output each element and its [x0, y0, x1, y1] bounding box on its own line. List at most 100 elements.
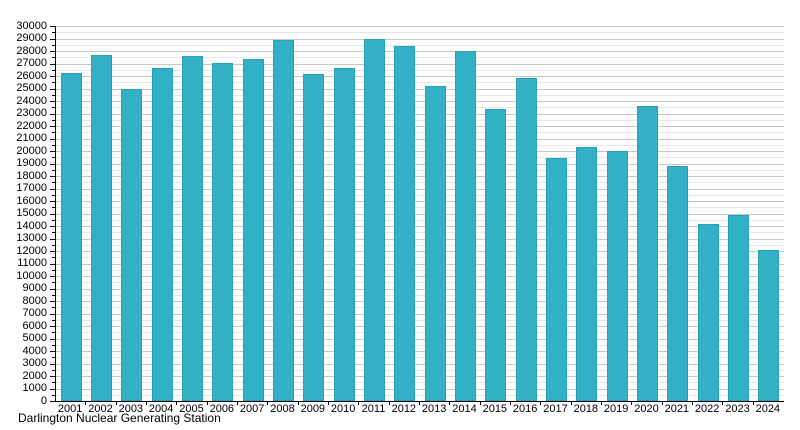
x-tick [661, 401, 663, 405]
y-axis-label: 0 [40, 394, 47, 407]
y-tick-minor [52, 232, 55, 234]
y-axis-label: 15000 [16, 207, 47, 219]
x-axis-label: 2008 [270, 403, 295, 415]
bar [394, 46, 416, 401]
bar [667, 166, 689, 401]
x-tick [358, 401, 360, 405]
x-tick [419, 401, 420, 405]
y-tick-minor [52, 82, 55, 84]
y-axis-label: 17000 [16, 182, 47, 194]
x-tick [267, 401, 269, 405]
y-tick-minor [52, 344, 55, 346]
x-axis-label: 2020 [634, 403, 659, 415]
y-tick-major [49, 51, 55, 52]
x-axis-label: 2023 [725, 403, 750, 415]
y-axis-label: 1000 [22, 382, 47, 394]
bar [455, 51, 476, 401]
x-tick [328, 401, 329, 405]
y-axis-label: 20000 [16, 144, 47, 157]
y-tick-major [49, 38, 55, 40]
y-axis-label: 3000 [22, 357, 47, 369]
y-tick-minor [52, 319, 55, 321]
bar [91, 54, 112, 401]
x-tick [449, 401, 451, 405]
y-gridline-major [56, 51, 784, 52]
x-axis-label: 2005 [179, 403, 204, 415]
y-tick-minor [52, 69, 55, 71]
x-tick [722, 401, 724, 405]
y-tick-minor [52, 44, 55, 46]
bar [515, 77, 537, 401]
bar [728, 214, 749, 401]
y-tick-major [49, 376, 55, 377]
y-tick-minor [52, 369, 55, 371]
x-axis-label: 2022 [694, 403, 720, 415]
bar [546, 157, 567, 401]
x-axis-label: 2024 [755, 403, 781, 415]
y-axis-label: 9000 [22, 282, 47, 294]
chart-caption: Darlington Nuclear Generating Station [18, 411, 221, 425]
y-tick-major [49, 176, 55, 177]
y-tick-minor [52, 107, 55, 109]
y-tick-minor [52, 194, 55, 196]
bar [121, 89, 143, 401]
y-gridline-minor [56, 32, 784, 34]
y-tick-minor [52, 257, 55, 259]
y-axis-label: 23000 [16, 107, 47, 119]
y-axis-label: 28000 [16, 44, 47, 57]
bar [303, 74, 325, 401]
x-axis-label: 2016 [512, 403, 538, 415]
y-tick-major [49, 313, 55, 315]
plot-area [55, 26, 784, 402]
x-tick [570, 401, 572, 405]
x-tick [206, 401, 208, 405]
bar [151, 67, 173, 401]
y-tick-major [49, 326, 55, 327]
y-tick-minor [52, 157, 55, 159]
y-tick-major [49, 363, 55, 365]
x-axis-label: 2014 [452, 403, 477, 415]
y-tick-major [49, 113, 55, 115]
x-tick [176, 401, 178, 405]
y-tick-major [49, 76, 55, 77]
bar [60, 72, 82, 401]
bar [424, 86, 446, 401]
y-tick-minor [52, 269, 55, 271]
y-axis-label: 22000 [16, 119, 47, 132]
y-gridline-minor [56, 57, 784, 59]
y-tick-minor [52, 357, 55, 359]
y-gridline-minor [56, 44, 784, 46]
y-tick-major [49, 338, 55, 340]
y-tick-major [49, 188, 55, 190]
y-tick-major [49, 351, 55, 352]
x-axis-label: 2013 [421, 403, 447, 415]
x-tick [752, 401, 754, 405]
y-tick-major [49, 238, 55, 240]
bar [485, 108, 507, 401]
y-tick-minor [52, 244, 55, 246]
y-tick-minor [52, 119, 55, 121]
bar [182, 56, 203, 401]
y-tick-major [49, 288, 55, 290]
x-axis-label: 2010 [330, 403, 356, 415]
y-tick-minor [52, 332, 55, 334]
y-tick-major [49, 163, 55, 165]
x-tick [146, 401, 147, 405]
x-tick [601, 401, 602, 405]
bar [364, 38, 385, 401]
y-axis-label: 26000 [16, 69, 47, 82]
x-axis-label: 2007 [239, 403, 265, 415]
y-axis-label: 19000 [16, 157, 47, 169]
y-tick-minor [52, 94, 55, 96]
x-tick [85, 401, 87, 405]
y-tick-major [49, 101, 55, 102]
x-tick [388, 401, 390, 405]
bar [333, 67, 355, 401]
y-tick-major [49, 88, 55, 90]
bar [758, 249, 780, 401]
x-tick [237, 401, 238, 405]
y-tick-major [49, 138, 55, 140]
y-tick-major [49, 263, 55, 265]
x-tick [692, 401, 693, 405]
